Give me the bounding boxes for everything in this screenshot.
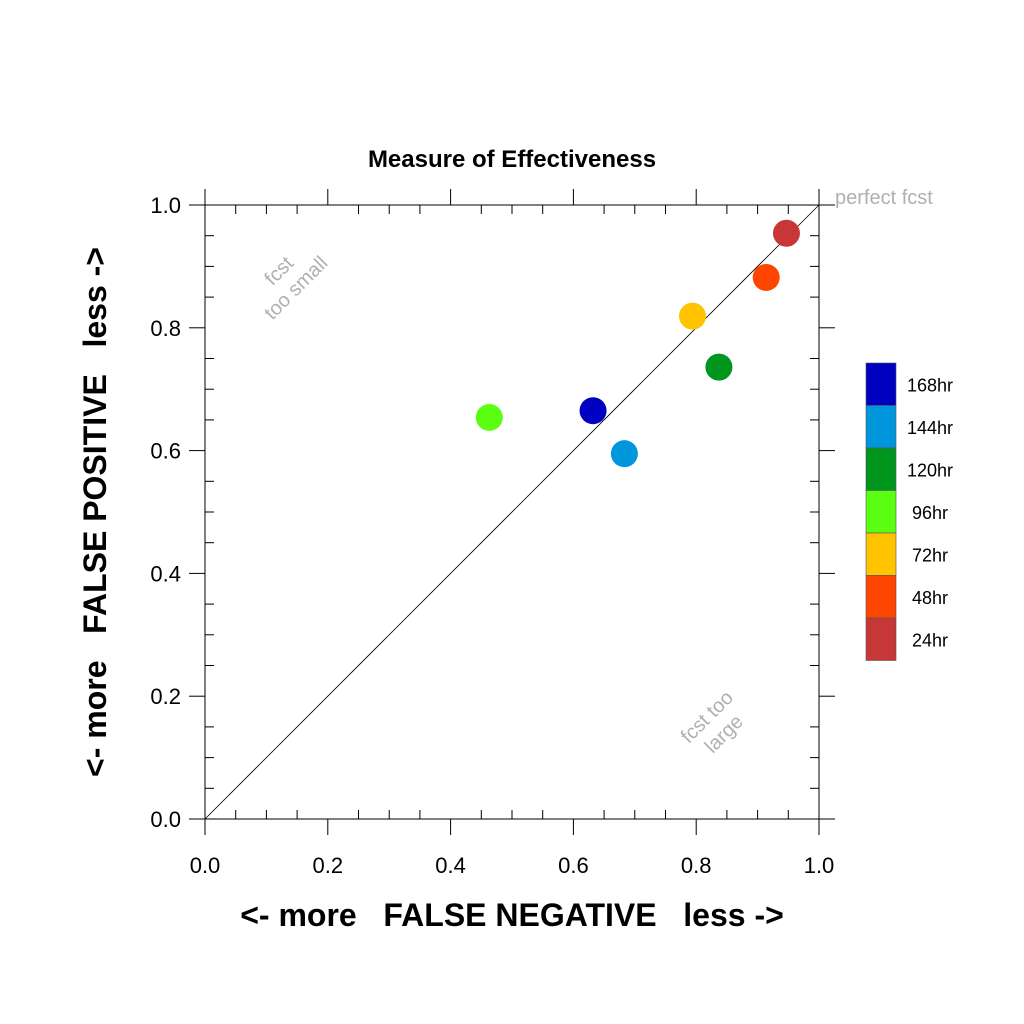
legend-swatch-72hr (865, 532, 897, 576)
legend-label-48hr: 48hr (912, 588, 948, 608)
y-tick-label: 0.2 (150, 684, 181, 709)
annotation-too-large: fcst too large (677, 687, 748, 758)
y-tick-label: 1.0 (150, 193, 181, 218)
point-144hr (610, 440, 638, 468)
legend-label-120hr: 120hr (907, 460, 953, 480)
plot-area: 0.0 0.2 0.4 0.6 0.8 1.0 0.0 0.2 0.4 0.6 0.8 1.0 (150, 189, 835, 878)
x-tick-label: 1.0 (804, 853, 835, 878)
x-tick-label: 0.0 (190, 853, 221, 878)
legend-swatch-120hr (865, 447, 897, 491)
x-tick-label: 0.6 (558, 853, 589, 878)
y-axis-label: <- more FALSE POSITIVE less -> (77, 247, 113, 777)
ticks (189, 189, 835, 835)
point-168hr (579, 397, 607, 425)
x-tick-label: 0.2 (313, 853, 344, 878)
perfect-forecast-line (204, 204, 820, 820)
legend-label-24hr: 24hr (912, 630, 948, 650)
legend: 168hr 144hr 120hr 96hr 72hr 48hr 24hr (865, 362, 953, 661)
legend-swatch-144hr (865, 405, 897, 449)
data-points (475, 219, 800, 468)
x-tick-label: 0.4 (435, 853, 466, 878)
point-96hr (475, 403, 503, 431)
x-tick-label: 0.8 (681, 853, 712, 878)
y-tick-label: 0.0 (150, 807, 181, 832)
y-tick-label: 0.4 (150, 561, 181, 586)
point-120hr (705, 353, 733, 381)
legend-label-96hr: 96hr (912, 503, 948, 523)
legend-label-144hr: 144hr (907, 418, 953, 438)
chart-title: Measure of Effectiveness (368, 146, 656, 173)
annotation-too-small: fcst too small (260, 252, 332, 324)
legend-swatch-48hr (865, 575, 897, 619)
legend-swatch-24hr (865, 617, 897, 661)
y-tick-label: 0.6 (150, 439, 181, 464)
y-tick-label: 0.8 (150, 316, 181, 341)
point-72hr (679, 302, 707, 330)
legend-swatch-168hr (865, 362, 897, 406)
legend-label-168hr: 168hr (907, 375, 953, 395)
point-24hr (772, 219, 800, 247)
legend-label-72hr: 72hr (912, 545, 948, 565)
legend-swatch-96hr (865, 490, 897, 534)
x-axis-label: <- more FALSE NEGATIVE less -> (240, 897, 784, 933)
tick-labels: 0.0 0.2 0.4 0.6 0.8 1.0 0.0 0.2 0.4 0.6 0.8 1.0 (150, 193, 834, 878)
point-48hr (752, 263, 780, 291)
annotation-perfect-fcst: perfect fcst (835, 187, 933, 209)
